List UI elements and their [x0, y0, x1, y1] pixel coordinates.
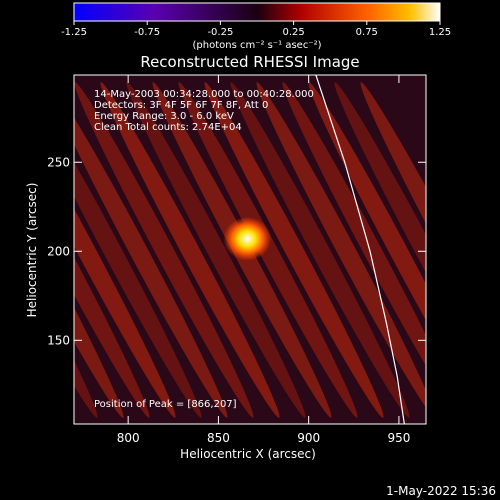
colorbar-tick-label: 0.75 [356, 27, 378, 38]
fringe-stripe [204, 82, 384, 418]
annotation-block: 14-May-2003 00:34:28.000 to 00:40:28.000… [94, 89, 314, 410]
colorbar-tick-label: -1.25 [61, 27, 87, 38]
annotation-peak-position: Position of Peak = [866,207] [94, 399, 237, 410]
annotation-detectors: Detectors: 3F 4F 5F 6F 7F 8F, Att 0 [94, 100, 268, 111]
solar-limb-line [315, 75, 405, 424]
x-tick-label: 850 [207, 431, 230, 445]
colorbar-tick-label: 1.25 [429, 27, 451, 38]
plot-frame [73, 74, 427, 425]
peak-source [223, 216, 272, 261]
fringe-stripe [0, 78, 1, 422]
fringe-stripe [74, 82, 124, 418]
colorbar-tick-label: 0.25 [282, 27, 304, 38]
colorbar-ticks: -1.25 -0.75 -0.25 0.25 0.75 1.25 [61, 21, 451, 38]
fringe-stripe [126, 82, 306, 418]
fringe-stripe [74, 82, 228, 418]
y-tick-label: 200 [47, 244, 70, 258]
fringe-stripe [178, 82, 358, 418]
fringe-stripe [74, 82, 176, 418]
fringe-stripe [74, 82, 202, 418]
fringe-stripe [256, 82, 426, 418]
fringe-stripe [0, 78, 27, 422]
fringe-stripe [230, 82, 410, 418]
y-tick-label: 150 [47, 333, 70, 347]
heatmap-image [0, 75, 426, 424]
x-tick-label: 950 [387, 431, 410, 445]
colorbar-units-label: (photons cm⁻² s⁻¹ asec⁻²) [192, 40, 321, 51]
x-axis-ticks: 800 850 900 950 [117, 75, 410, 445]
annotation-energy: Energy Range: 3.0 - 6.0 keV [94, 111, 234, 122]
chart-title: Reconstructed RHESSI Image [140, 53, 359, 71]
fringe-stripe [74, 82, 254, 418]
colorbar-tick-label: -0.75 [134, 27, 160, 38]
fringe-stripe [282, 82, 426, 418]
x-axis-label: Heliocentric X (arcsec) [180, 447, 316, 461]
y-axis-ticks: 150 200 250 [47, 155, 426, 347]
fringe-stripe [334, 82, 426, 418]
fringe-stripe [74, 82, 150, 418]
annotation-time: 14-May-2003 00:34:28.000 to 00:40:28.000 [94, 89, 314, 100]
y-axis-label: Heliocentric Y (arcsec) [25, 183, 39, 318]
heatmap-stripes [0, 78, 426, 422]
fringe-stripe [100, 82, 280, 418]
x-tick-label: 800 [117, 431, 140, 445]
annotation-counts: Clean Total counts: 2.74E+04 [94, 122, 242, 133]
colorbar [73, 2, 441, 22]
colorbar-tick-label: -0.25 [207, 27, 233, 38]
timestamp: 1-May-2022 15:36 [386, 484, 496, 498]
x-tick-label: 900 [297, 431, 320, 445]
fringe-stripe [308, 82, 426, 418]
y-tick-label: 250 [47, 155, 70, 169]
fringe-stripe [360, 82, 426, 418]
